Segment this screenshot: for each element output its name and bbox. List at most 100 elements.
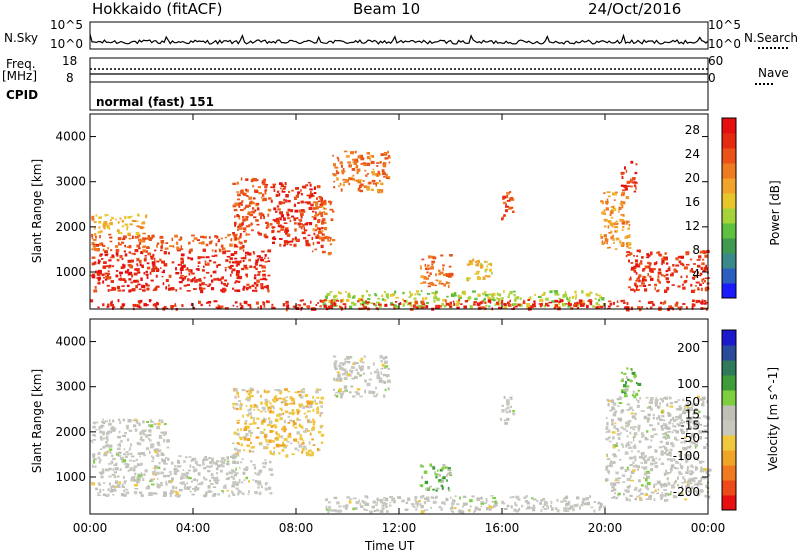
cpid-value: normal (fast) 151 bbox=[96, 95, 214, 109]
data-cell bbox=[614, 444, 618, 447]
data-cell bbox=[454, 495, 457, 497]
data-cell bbox=[599, 305, 604, 309]
data-cell bbox=[304, 394, 309, 398]
data-cell bbox=[256, 207, 260, 211]
data-cell bbox=[545, 302, 548, 306]
data-cell bbox=[685, 252, 689, 256]
data-cell bbox=[612, 238, 615, 241]
data-cell bbox=[301, 299, 304, 302]
data-cell bbox=[102, 493, 106, 496]
data-cell bbox=[155, 492, 158, 495]
data-cell bbox=[116, 229, 120, 232]
data-cell bbox=[187, 486, 192, 488]
data-cell bbox=[616, 429, 620, 433]
data-cell bbox=[130, 455, 135, 458]
data-cell bbox=[687, 453, 691, 457]
data-cell bbox=[124, 463, 128, 466]
data-cell bbox=[206, 256, 210, 259]
data-cell bbox=[257, 408, 260, 411]
data-cell bbox=[639, 492, 644, 496]
data-cell bbox=[382, 163, 385, 167]
data-cell bbox=[135, 285, 138, 289]
data-cell bbox=[524, 500, 529, 503]
data-cell bbox=[180, 271, 182, 275]
data-cell bbox=[633, 255, 635, 257]
data-cell bbox=[251, 229, 254, 232]
data-cell bbox=[100, 448, 103, 450]
data-cell bbox=[271, 226, 275, 229]
data-cell bbox=[448, 265, 452, 268]
data-cell bbox=[238, 240, 241, 244]
data-cell bbox=[163, 439, 166, 443]
data-cell bbox=[647, 261, 650, 265]
data-cell bbox=[111, 216, 114, 220]
data-cell bbox=[667, 413, 672, 417]
data-cell bbox=[606, 457, 611, 461]
data-cell bbox=[674, 401, 678, 404]
data-cell bbox=[612, 192, 615, 196]
data-cell bbox=[629, 276, 632, 280]
data-cell bbox=[235, 280, 238, 283]
data-cell bbox=[423, 501, 427, 505]
data-cell bbox=[312, 210, 315, 213]
data-cell bbox=[615, 221, 617, 223]
data-cell bbox=[462, 495, 467, 498]
data-cell bbox=[168, 284, 170, 287]
data-cell bbox=[366, 302, 369, 306]
data-cell bbox=[477, 508, 481, 511]
data-cell bbox=[236, 191, 240, 193]
data-cell bbox=[648, 456, 653, 459]
data-cell bbox=[505, 411, 509, 414]
data-cell bbox=[320, 396, 324, 399]
data-cell bbox=[474, 509, 477, 512]
data-cell bbox=[364, 169, 367, 172]
data-cell bbox=[156, 478, 159, 480]
data-cell bbox=[637, 288, 640, 291]
data-cell bbox=[678, 416, 682, 420]
data-cell bbox=[97, 494, 101, 497]
data-cell bbox=[246, 283, 250, 286]
data-cell bbox=[379, 510, 384, 513]
data-cell bbox=[134, 268, 137, 271]
data-cell bbox=[125, 451, 129, 453]
data-cell bbox=[641, 432, 644, 436]
data-cell bbox=[339, 161, 343, 165]
data-cell bbox=[116, 254, 119, 257]
data-cell bbox=[514, 504, 518, 507]
data-cell bbox=[197, 472, 201, 476]
data-cell bbox=[279, 417, 283, 420]
data-cell bbox=[670, 442, 674, 446]
data-cell bbox=[484, 275, 488, 277]
data-cell bbox=[597, 306, 600, 309]
data-cell bbox=[150, 256, 154, 260]
data-cell bbox=[112, 468, 115, 471]
data-cell bbox=[664, 252, 667, 255]
data-cell bbox=[165, 242, 169, 244]
data-cell bbox=[705, 486, 708, 489]
data-cell bbox=[337, 158, 340, 162]
data-cell bbox=[119, 277, 123, 281]
data-cell bbox=[306, 406, 311, 409]
data-cell bbox=[424, 263, 427, 267]
data-cell bbox=[562, 295, 566, 298]
data-cell bbox=[248, 258, 251, 262]
data-cell bbox=[275, 444, 280, 448]
data-cell bbox=[699, 483, 703, 486]
data-cell bbox=[155, 467, 159, 470]
data-cell bbox=[320, 424, 324, 428]
data-cell bbox=[214, 480, 217, 483]
data-cell bbox=[468, 260, 473, 264]
data-cell bbox=[626, 403, 631, 406]
data-cell bbox=[307, 234, 311, 237]
data-cell bbox=[234, 395, 237, 399]
data-cell bbox=[224, 267, 227, 269]
data-cell bbox=[110, 489, 114, 491]
data-cell bbox=[281, 225, 285, 228]
data-cell bbox=[563, 497, 566, 500]
data-cell bbox=[141, 439, 145, 442]
data-cell bbox=[192, 466, 195, 469]
data-cell bbox=[376, 165, 379, 167]
data-cell bbox=[625, 221, 628, 225]
data-cell bbox=[234, 257, 238, 260]
power-ylabel: Slant Range [km] bbox=[30, 158, 44, 264]
